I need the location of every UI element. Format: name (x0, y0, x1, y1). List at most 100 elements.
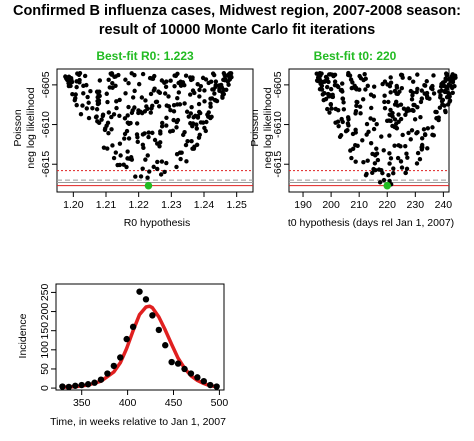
r0-panel-data-point (213, 79, 219, 84)
r0-panel-data-point (132, 88, 137, 94)
t0-panel-data-point (391, 171, 396, 176)
incidence-panel-xlabel: Time, in weeks relative to Jan 1, 2007 (50, 416, 226, 428)
r0-panel-data-point (189, 138, 194, 144)
r0-panel-data-point (84, 106, 89, 111)
r0-panel-data-point (94, 107, 100, 112)
t0-panel-x-tick-label: 200 (322, 199, 340, 211)
incidence-panel-data-point (59, 383, 66, 390)
t0-panel-data-point (346, 117, 351, 122)
r0-panel-data-point (125, 113, 130, 118)
r0-panel-data-point (69, 78, 74, 83)
r0-panel-data-point (148, 91, 154, 97)
t0-panel-data-point (425, 146, 430, 151)
r0-panel-data-point (122, 116, 128, 121)
r0-panel-data-point (186, 114, 191, 119)
t0-panel-data-point (340, 96, 346, 101)
r0-panel-data-point (72, 98, 77, 103)
t0-panel-data-point (337, 134, 343, 140)
r0-panel-data-point (125, 156, 130, 161)
r0-panel-data-point (123, 91, 128, 96)
chart-title-line-1: Confirmed B influenza cases, Midwest reg… (12, 3, 462, 19)
r0-panel-data-point (100, 112, 106, 117)
r0-panel-data-point (156, 104, 162, 109)
r0-panel-data-point (140, 166, 145, 171)
t0-panel-y-tick-label: -6615 (272, 151, 284, 178)
t0-panel-data-point (377, 180, 383, 185)
t0-panel-data-point (415, 104, 420, 110)
r0-panel-data-point (112, 74, 117, 79)
r0-panel-data-point (197, 94, 202, 99)
t0-panel-data-point (404, 166, 410, 172)
t0-panel-data-point (394, 91, 399, 96)
t0-panel-data-point (395, 155, 401, 161)
r0-panel-data-point (198, 84, 204, 89)
t0-panel-data-point (349, 85, 354, 91)
r0-panel-data-point (206, 110, 211, 115)
t0-panel-data-point (330, 72, 335, 77)
incidence-panel-x-tick-label: 450 (165, 397, 183, 409)
t0-panel-data-point (430, 125, 435, 130)
incidence-panel-x-tick-label: 500 (211, 397, 229, 409)
t0-panel-data-point (366, 129, 371, 135)
r0-panel-data-point (200, 75, 206, 81)
t0-panel-data-point (374, 146, 379, 151)
r0-panel-data-point (132, 72, 137, 78)
t0-panel-data-point (419, 136, 425, 141)
r0-panel-data-point (211, 72, 217, 78)
r0-panel-data-point (110, 143, 115, 148)
r0-panel-data-point (153, 99, 159, 105)
incidence-panel-data-point (181, 365, 188, 373)
t0-panel-data-point (382, 105, 388, 111)
incidence-panel-data-point (65, 383, 73, 391)
incidence-panel-data-point (117, 354, 124, 361)
t0-panel-xlabel: t0 hypothesis (days rel Jan 1, 2007) (288, 217, 454, 229)
incidence-panel-x-tick-label: 400 (119, 397, 137, 409)
t0-panel-data-point (419, 145, 424, 150)
t0-panel-data-point (370, 170, 375, 176)
t0-panel-data-point (357, 87, 362, 92)
r0-panel-data-point (158, 131, 163, 136)
r0-panel-data-point (143, 157, 148, 162)
chart-title-line-2: result of 10000 Monte Carlo fit iteratio… (98, 22, 376, 38)
r0-panel-y-tick-label: -6615 (40, 151, 52, 178)
t0-panel-data-point (396, 143, 401, 148)
r0-panel-data-point (150, 103, 155, 109)
t0-panel-ylabel-1: Poisson (249, 109, 261, 147)
r0-panel-data-point (80, 103, 85, 108)
r0-panel-data-point (114, 99, 119, 104)
t0-panel-data-point (364, 121, 370, 127)
t0-panel-data-point (349, 155, 354, 161)
t0-panel-data-point (415, 72, 420, 77)
r0-panel-data-point (162, 80, 167, 85)
t0-panel-data-point (419, 96, 425, 101)
incidence-panel-data-point (207, 381, 214, 389)
r0-panel-data-point (147, 169, 152, 174)
r0-panel-data-point (106, 130, 111, 136)
t0-panel-data-point (439, 88, 444, 93)
r0-panel-data-point (212, 91, 217, 96)
r0-panel-data-point (86, 100, 91, 105)
r0-panel-y-tick-label: -6610 (40, 111, 52, 138)
t0-panel-data-point (329, 106, 334, 111)
r0-panel-data-point (124, 128, 130, 134)
r0-panel-data-point (208, 101, 213, 106)
t0-panel-data-point (423, 132, 428, 138)
t0-panel-data-point (443, 88, 448, 93)
r0-panel-data-point (188, 111, 194, 116)
t0-panel-data-point (387, 151, 392, 156)
r0-panel-ylabel-2: neg log likelihood (25, 87, 37, 168)
r0-panel-data-point (158, 140, 163, 145)
t0-panel-data-point (409, 128, 415, 133)
t0-panel-data-point (341, 107, 347, 112)
t0-panel-data-point (371, 126, 377, 132)
t0-panel-data-point (363, 173, 369, 178)
incidence-panel-data-point (97, 376, 105, 383)
t0-panel-best-fit-point (383, 181, 392, 190)
t0-panel-data-point (350, 146, 356, 151)
incidence-panel-data-point (72, 382, 79, 389)
r0-panel-data-point (110, 80, 115, 86)
t0-panel-data-point (431, 73, 436, 78)
r0-panel-data-point (148, 110, 153, 115)
t0-panel-data-point (407, 76, 412, 81)
